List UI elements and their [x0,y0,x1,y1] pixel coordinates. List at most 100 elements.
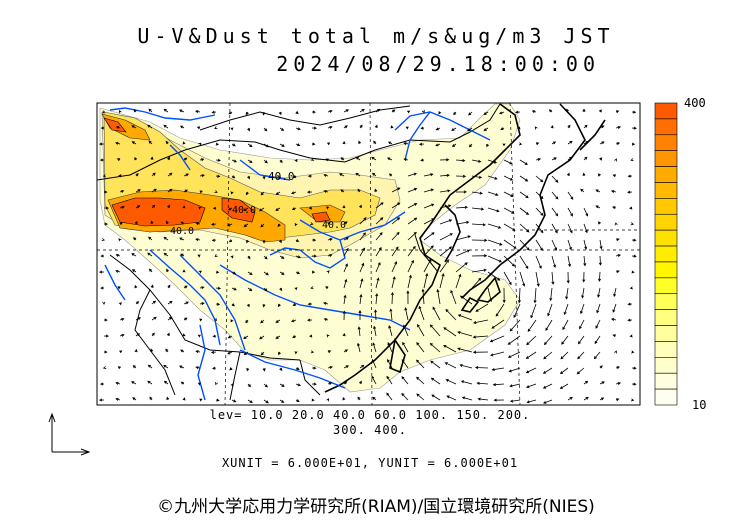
wind-vector [391,231,400,241]
wind-vector [583,156,588,161]
wind-vector [483,111,489,115]
wind-vector [420,126,425,130]
wind-vector [416,342,425,353]
wind-vector [631,350,635,354]
wind-vector [147,364,153,369]
wind-vector [118,302,122,306]
wind-vector [359,108,365,113]
wind-vector [295,399,300,402]
wind-vector [407,217,418,225]
wind-vector [543,399,553,404]
wind-vector [167,284,171,289]
wind-vector [547,303,553,317]
wind-vector [473,319,489,324]
wind-vector [471,277,482,289]
wind-vector [460,380,473,385]
wind-vector [167,204,170,209]
wind-vector [468,143,473,148]
wind-vector [295,143,301,147]
wind-vector [135,173,139,177]
wind-vector [98,270,105,274]
wind-vector [263,399,269,404]
wind-vector [567,239,572,251]
wind-vector [459,364,473,369]
wind-vector [148,268,153,273]
wind-vector [339,173,345,177]
wind-vector [471,191,483,195]
wind-vector [583,239,588,250]
wind-vector [507,335,521,345]
wind-vector [526,335,537,346]
wind-vector [148,140,153,145]
wind-vector [627,318,633,322]
wind-vector [599,125,605,129]
wind-vector [387,342,393,353]
wind-vector [567,124,571,129]
wind-vector [343,278,348,289]
wind-vector [182,205,186,209]
wind-vector [165,220,169,225]
wind-vector [228,239,233,243]
wind-vector [542,367,553,374]
wind-vector [214,254,218,258]
wind-vector [183,301,189,305]
wind-vector [614,222,618,226]
wind-vector [543,335,553,346]
wind-vector [471,268,487,273]
wind-vector [567,255,572,268]
wind-vector [535,175,544,183]
wind-vector [612,334,617,338]
wind-vector [260,319,265,324]
wind-vector [116,158,121,162]
wind-vector [629,206,633,210]
wind-vector [375,217,384,225]
wind-vector [436,288,441,305]
wind-vector [583,255,587,267]
color-scale-bar [654,102,678,406]
wind-vector [102,301,106,305]
wind-vector [215,158,221,162]
wind-vector [565,287,569,300]
wind-vector [461,396,473,401]
wind-vector [135,301,140,305]
wind-vector [279,399,285,403]
wind-vector [359,247,366,257]
wind-vector [551,255,557,269]
wind-vector [597,271,602,282]
wind-vector [323,301,329,305]
wind-vector [582,172,586,177]
wind-vector [615,253,622,257]
coastlines [324,103,606,393]
wind-vector [457,347,473,353]
wind-vector [542,383,553,389]
wind-vector [278,111,282,116]
wind-vector [150,348,154,353]
wind-vector [562,319,569,331]
wind-vector [614,350,618,354]
wind-vector [115,126,121,129]
wind-vector [439,246,453,257]
wind-vector [117,286,121,290]
wind-vector [446,395,457,401]
wind-vector [390,125,394,129]
wind-vector [423,173,434,177]
wind-vector [243,351,249,356]
wind-vector [487,287,493,302]
wind-vector [567,207,573,217]
wind-vector [583,380,589,385]
wind-vector [533,287,537,304]
wind-vector [489,335,505,343]
wind-vector [278,239,282,244]
wind-vector [246,239,250,244]
wind-vector [199,286,205,290]
wind-vector [118,238,122,242]
wind-vector [215,270,220,274]
wind-vector [295,271,301,275]
wind-vector [118,110,122,114]
wind-vector [630,222,635,226]
wind-vector [323,173,329,177]
wind-vector [407,245,416,257]
wind-vector [231,399,237,403]
wind-vector [439,158,450,162]
